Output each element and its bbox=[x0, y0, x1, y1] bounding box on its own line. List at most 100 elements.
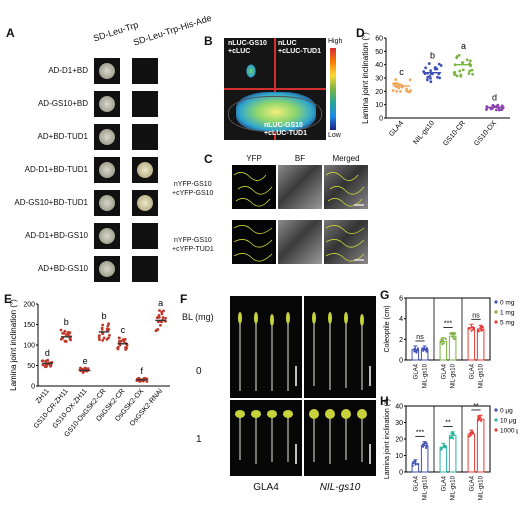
data-point bbox=[422, 349, 425, 352]
yeast-plate-control bbox=[94, 91, 120, 117]
data-point bbox=[480, 329, 484, 332]
panel-h-label: H bbox=[380, 394, 389, 408]
data-point bbox=[408, 78, 412, 82]
panel-c-col-merged: Merged bbox=[332, 154, 360, 163]
data-point bbox=[49, 364, 53, 368]
yeast-plate-selective bbox=[132, 124, 158, 150]
legend-label: 5 mg bbox=[500, 320, 515, 327]
data-point bbox=[117, 336, 121, 340]
bar bbox=[420, 445, 429, 473]
y-tick-label: 0 bbox=[399, 470, 403, 477]
data-point bbox=[414, 463, 417, 466]
data-point bbox=[413, 347, 416, 350]
yeast-plate-selective bbox=[132, 157, 158, 183]
data-point bbox=[491, 103, 495, 107]
data-point bbox=[41, 363, 45, 367]
panel-c-row2-label: nYFP-GS10 +cYFP-TUD1 bbox=[172, 237, 214, 253]
data-point bbox=[442, 342, 445, 345]
data-point bbox=[108, 333, 111, 337]
legend-label: 10 μg bbox=[500, 418, 517, 425]
bar bbox=[476, 418, 485, 473]
yeast-row-label: AD+BD-GS10 bbox=[37, 264, 88, 273]
y-tick-label: 150 bbox=[23, 322, 35, 329]
yeast-plate-control bbox=[94, 157, 120, 183]
data-point bbox=[107, 322, 111, 326]
data-point bbox=[164, 316, 167, 320]
data-point bbox=[421, 347, 424, 350]
yeast-row-label: AD+BD-TUD1 bbox=[37, 132, 88, 141]
x-tick-label: GLA4 bbox=[413, 475, 419, 491]
data-point bbox=[477, 419, 480, 422]
data-point bbox=[137, 377, 140, 380]
data-point bbox=[441, 446, 444, 449]
data-point bbox=[485, 108, 488, 111]
yeast-row-label: AD-GS10+BD bbox=[37, 99, 88, 108]
legend-marker bbox=[494, 310, 498, 314]
data-point bbox=[427, 62, 431, 65]
data-point bbox=[107, 336, 110, 340]
significance-label: ** bbox=[473, 403, 479, 410]
significance-label: ns bbox=[416, 334, 424, 341]
data-point bbox=[41, 359, 45, 363]
data-point bbox=[59, 328, 63, 332]
micrograph-bf-row1 bbox=[278, 165, 322, 209]
yeast-colony bbox=[99, 162, 115, 178]
data-point bbox=[429, 76, 432, 80]
plot-frame bbox=[405, 297, 491, 361]
data-point bbox=[457, 53, 461, 57]
yeast-colony bbox=[137, 195, 153, 211]
panel-c-col-yfp: YFP bbox=[246, 154, 262, 163]
y-tick-label: 6 bbox=[399, 296, 403, 303]
data-point bbox=[436, 75, 439, 79]
data-point bbox=[117, 339, 121, 343]
micrograph-bf-row2 bbox=[278, 220, 322, 264]
data-point bbox=[44, 365, 48, 369]
data-point bbox=[435, 67, 439, 71]
significance-letter: b bbox=[101, 311, 106, 321]
data-point bbox=[468, 59, 472, 63]
panel-b-label: B bbox=[204, 34, 213, 48]
y-tick-label: 20 bbox=[375, 89, 383, 96]
data-point bbox=[394, 78, 398, 81]
x-tick-label: NIL-gs10 bbox=[479, 363, 485, 388]
data-point bbox=[465, 58, 469, 62]
x-tick-label: GLA4 bbox=[441, 363, 447, 379]
x-tick-label: ZH11 bbox=[35, 388, 51, 405]
bar bbox=[439, 446, 448, 473]
y-tick-label: 4 bbox=[399, 316, 403, 323]
data-point bbox=[451, 336, 455, 339]
y-tick-label: 100 bbox=[23, 343, 35, 350]
data-point bbox=[470, 329, 473, 332]
y-axis-label: Coleoptile (cm) bbox=[384, 305, 391, 352]
data-point bbox=[454, 332, 457, 335]
data-point bbox=[471, 431, 474, 434]
y-tick-label: 0 bbox=[31, 384, 35, 391]
data-point bbox=[159, 323, 162, 327]
legend-marker bbox=[494, 408, 498, 412]
x-tick-label: NIL-gs10 bbox=[412, 120, 436, 146]
x-tick-label: GLA4 bbox=[469, 475, 475, 491]
panel-f-col-gla4: GLA4 bbox=[253, 482, 279, 493]
y-tick-label: 2 bbox=[399, 337, 403, 344]
data-point bbox=[393, 82, 397, 85]
yeast-colony bbox=[99, 195, 115, 211]
yeast-plate-selective bbox=[132, 58, 158, 84]
data-point bbox=[399, 89, 402, 93]
data-point bbox=[459, 73, 463, 77]
yeast-row-label: AD-D1+BD bbox=[48, 66, 88, 75]
data-point bbox=[160, 320, 164, 324]
y-axis-label: Lamina joint inclination (°) bbox=[383, 399, 391, 479]
data-point bbox=[449, 436, 452, 440]
yeast-plate-control bbox=[94, 256, 120, 282]
legend-label: 0 mg bbox=[500, 300, 515, 307]
data-point bbox=[452, 433, 455, 436]
legend-marker bbox=[494, 428, 498, 432]
data-point bbox=[124, 348, 128, 351]
data-point bbox=[63, 339, 67, 343]
luc-label-q3: nLUC-GS10 +cLUC-TUD1 bbox=[264, 122, 307, 137]
data-point bbox=[416, 348, 420, 352]
yeast-colony bbox=[99, 129, 115, 145]
yeast-row-label: AD-D1+BD-GS10 bbox=[25, 231, 88, 240]
yeast-plate-selective bbox=[132, 91, 158, 117]
bar bbox=[467, 433, 476, 473]
